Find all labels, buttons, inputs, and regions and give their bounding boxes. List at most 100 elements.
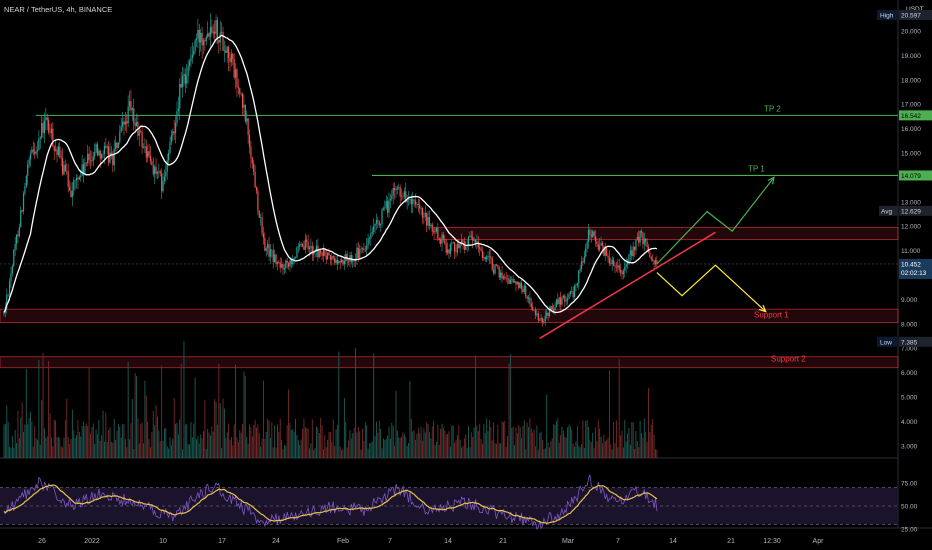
- volume-bar: [77, 419, 79, 458]
- candle-body: [444, 239, 446, 244]
- volume-bar: [518, 424, 520, 458]
- volume-bar: [642, 437, 644, 458]
- candle-body: [506, 278, 509, 280]
- volume-bar: [454, 442, 456, 458]
- time-tick-label: 14: [444, 538, 452, 545]
- volume-bar: [581, 444, 582, 458]
- candle-body: [566, 298, 569, 301]
- volume-bar: [63, 437, 65, 458]
- volume-bar: [447, 434, 449, 458]
- candle-body: [8, 281, 11, 295]
- candle-body: [262, 233, 265, 238]
- time-axis[interactable]: 26 2022 10 17 24 Feb 7 14 21 Mar 7 14 21 12:30 Apr: [38, 538, 824, 545]
- candle-body: [89, 160, 92, 161]
- bearish-projection-path[interactable]: [656, 264, 767, 313]
- candle-body: [308, 247, 311, 250]
- rsi-axis[interactable]: 75.00 50.00 25.00: [901, 481, 918, 534]
- time-tick-label: 21: [499, 538, 507, 545]
- candle-body: [198, 30, 200, 43]
- volume-bar: [31, 421, 33, 458]
- candle-body: [212, 31, 214, 33]
- volume-bar: [7, 421, 9, 458]
- low-value-box: [899, 336, 932, 347]
- candle-body: [359, 249, 361, 259]
- candle-body: [502, 276, 505, 279]
- candle-body: [434, 231, 436, 232]
- candle-body: [322, 248, 325, 256]
- volume-bar: [53, 419, 55, 458]
- resistance-zone[interactable]: [433, 227, 899, 241]
- volume-bar: [290, 430, 292, 458]
- volume-bar: [295, 418, 297, 458]
- support-2-zone[interactable]: [0, 356, 899, 369]
- volume-bar: [214, 399, 216, 458]
- bullish-projection-path[interactable]: [656, 177, 775, 265]
- candle-body: [462, 240, 464, 242]
- volume-bar: [505, 446, 507, 458]
- candle-body: [645, 238, 647, 242]
- candle-body: [618, 265, 620, 270]
- volume-bar: [599, 428, 601, 458]
- volume-bar: [408, 442, 409, 458]
- candle-body: [49, 132, 51, 133]
- volume-bar: [628, 427, 630, 458]
- volume-bar: [639, 420, 641, 458]
- volume-bar: [49, 413, 51, 458]
- candle-body: [589, 229, 591, 235]
- volume-bar: [477, 430, 479, 458]
- candle-body: [221, 32, 223, 33]
- candle-body: [582, 261, 584, 263]
- volume-bar: [437, 424, 439, 458]
- candle-body: [406, 199, 408, 203]
- candle-body: [410, 198, 412, 205]
- volume-bar: [203, 431, 204, 458]
- volume-bar: [370, 442, 372, 458]
- volume-bar: [521, 437, 522, 458]
- volume-bar: [27, 424, 29, 458]
- volume-bar: [429, 432, 430, 458]
- volume-bar: [603, 434, 605, 458]
- candle-body: [230, 53, 232, 63]
- volume-bar: [650, 424, 652, 458]
- volume-bar: [271, 422, 273, 458]
- volume-bar: [645, 432, 647, 458]
- candle-body: [168, 152, 170, 161]
- volume-bar: [403, 434, 405, 458]
- candle-body: [29, 153, 32, 160]
- volume-bar: [321, 425, 323, 458]
- volume-bar: [92, 423, 94, 458]
- candle-body: [149, 155, 152, 162]
- volume-bar: [10, 447, 12, 458]
- rising-trendline[interactable]: [539, 231, 716, 340]
- volume-bar: [557, 418, 559, 458]
- candle-body: [10, 273, 12, 282]
- volume-bar: [198, 443, 200, 458]
- candle-body: [95, 144, 97, 153]
- volume-bar: [73, 430, 75, 458]
- volume-bar: [504, 420, 506, 458]
- candle-body: [625, 264, 627, 267]
- volume-bar: [413, 429, 415, 458]
- volume-bar: [353, 427, 355, 458]
- volume-bar: [345, 422, 347, 458]
- candle-body: [640, 230, 643, 233]
- candle-body: [80, 176, 82, 177]
- candle-body: [420, 208, 422, 209]
- volume-bar: [35, 438, 37, 458]
- volume-bar: [157, 416, 158, 458]
- volume-bar: [187, 444, 189, 458]
- volume-bar: [205, 449, 207, 458]
- candle-body: [586, 242, 588, 249]
- candle-body: [350, 255, 352, 262]
- volume-bar: [265, 432, 267, 458]
- volume-bar: [597, 419, 599, 458]
- candle-body: [38, 138, 40, 151]
- candle-body: [187, 66, 189, 77]
- support-1-zone[interactable]: [0, 308, 899, 323]
- volume-bar: [64, 420, 66, 458]
- volume-bar: [627, 433, 629, 458]
- candle-body: [306, 239, 308, 242]
- candle-body: [400, 196, 403, 198]
- volume-bar: [550, 441, 552, 458]
